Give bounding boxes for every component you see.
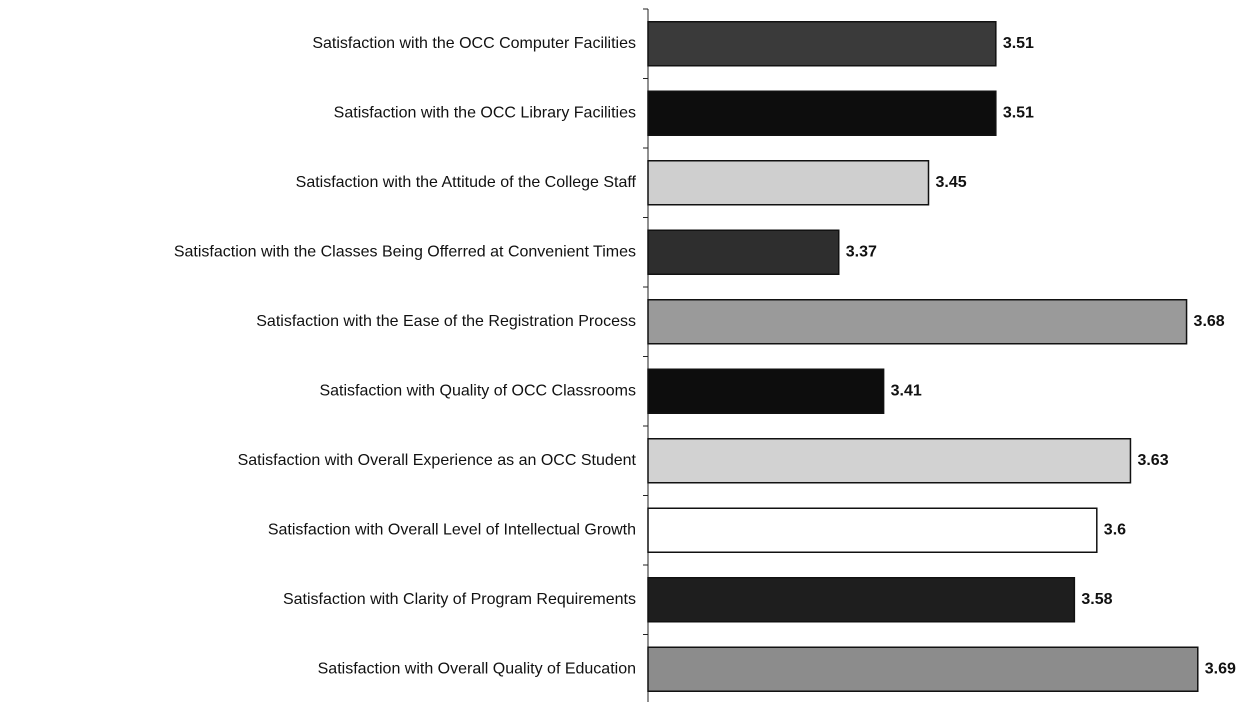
value-label: 3.69 <box>1205 660 1236 677</box>
value-label: 3.51 <box>1003 104 1034 121</box>
category-label: Satisfaction with the Classes Being Offe… <box>174 243 636 260</box>
bar <box>647 21 997 67</box>
category-label: Satisfaction with Quality of OCC Classro… <box>319 382 636 399</box>
value-label: 3.68 <box>1194 313 1225 330</box>
bar <box>647 438 1132 484</box>
category-label: Satisfaction with Clarity of Program Req… <box>283 591 636 608</box>
value-label: 3.37 <box>846 243 877 260</box>
bar <box>647 299 1188 345</box>
category-label: Satisfaction with the Attitude of the Co… <box>296 174 637 191</box>
category-label: Satisfaction with Overall Experience as … <box>238 452 637 469</box>
category-label: Satisfaction with Overall Level of Intel… <box>268 521 636 538</box>
category-label: Satisfaction with the Ease of the Regist… <box>256 313 636 330</box>
category-label: Satisfaction with Overall Quality of Edu… <box>318 660 636 677</box>
value-label: 3.58 <box>1081 591 1112 608</box>
bar <box>647 507 1098 553</box>
value-label: 3.6 <box>1104 521 1126 538</box>
category-label: Satisfaction with the OCC Computer Facil… <box>312 35 636 52</box>
bar <box>647 646 1199 692</box>
bar <box>647 577 1076 623</box>
category-label: Satisfaction with the OCC Library Facili… <box>334 104 636 121</box>
value-label: 3.41 <box>891 382 922 399</box>
value-label: 3.63 <box>1137 452 1168 469</box>
value-label: 3.51 <box>1003 35 1034 52</box>
bar <box>647 90 997 136</box>
bar <box>647 229 840 275</box>
bar <box>647 160 930 206</box>
bar <box>647 368 885 414</box>
value-label: 3.45 <box>936 174 967 191</box>
